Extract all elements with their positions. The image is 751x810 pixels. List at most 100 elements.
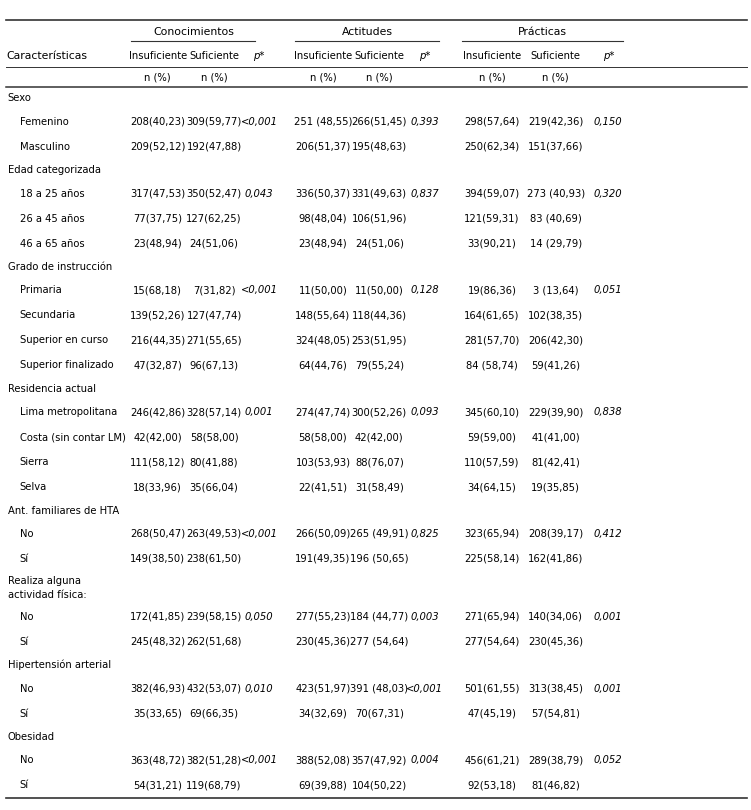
Text: 289(38,79): 289(38,79) — [528, 756, 584, 765]
Text: 172(41,85): 172(41,85) — [130, 612, 185, 622]
Text: 83 (40,69): 83 (40,69) — [530, 214, 581, 224]
Text: 432(53,07): 432(53,07) — [186, 684, 242, 693]
Text: Masculino: Masculino — [20, 142, 70, 151]
Text: 251 (48,55): 251 (48,55) — [294, 117, 352, 127]
Text: 0,051: 0,051 — [594, 285, 623, 296]
Text: 239(58,15): 239(58,15) — [186, 612, 242, 622]
Text: Prácticas: Prácticas — [518, 28, 567, 37]
Text: 59(59,00): 59(59,00) — [467, 433, 517, 442]
Text: 18 a 25 años: 18 a 25 años — [20, 189, 84, 198]
Text: 80(41,88): 80(41,88) — [190, 457, 238, 467]
Text: 313(38,45): 313(38,45) — [528, 684, 584, 693]
Text: 24(51,06): 24(51,06) — [189, 239, 239, 249]
Text: 121(59,31): 121(59,31) — [464, 214, 520, 224]
Text: 271(55,65): 271(55,65) — [186, 335, 242, 345]
Text: Costa (sin contar LM): Costa (sin contar LM) — [20, 433, 125, 442]
Text: 15(68,18): 15(68,18) — [133, 285, 182, 296]
Text: <0,001: <0,001 — [240, 529, 278, 539]
Text: Insuficiente: Insuficiente — [463, 51, 521, 61]
Text: 162(41,86): 162(41,86) — [528, 554, 584, 564]
Text: 140(34,06): 140(34,06) — [528, 612, 584, 622]
Text: Secundaria: Secundaria — [20, 310, 76, 321]
Text: 47(45,19): 47(45,19) — [467, 709, 517, 718]
Text: 363(48,72): 363(48,72) — [130, 756, 185, 765]
Text: 0,010: 0,010 — [245, 684, 273, 693]
Text: <0,001: <0,001 — [406, 684, 443, 693]
Text: 195(48,63): 195(48,63) — [351, 142, 407, 151]
Text: Realiza alguna: Realiza alguna — [8, 576, 80, 586]
Text: 41(41,00): 41(41,00) — [532, 433, 580, 442]
Text: 31(58,49): 31(58,49) — [355, 482, 403, 492]
Text: 0,004: 0,004 — [410, 756, 439, 765]
Text: 394(59,07): 394(59,07) — [464, 189, 520, 198]
Text: 11(50,00): 11(50,00) — [299, 285, 347, 296]
Text: 77(37,75): 77(37,75) — [133, 214, 182, 224]
Text: 208(39,17): 208(39,17) — [528, 529, 584, 539]
Text: 357(47,92): 357(47,92) — [351, 756, 407, 765]
Text: 262(51,68): 262(51,68) — [186, 637, 242, 646]
Text: 69(66,35): 69(66,35) — [189, 709, 239, 718]
Text: 127(47,74): 127(47,74) — [186, 310, 242, 321]
Text: 42(42,00): 42(42,00) — [355, 433, 403, 442]
Text: 0,043: 0,043 — [245, 189, 273, 198]
Text: 456(61,21): 456(61,21) — [464, 756, 520, 765]
Text: 246(42,86): 246(42,86) — [130, 407, 185, 417]
Text: p*: p* — [418, 51, 430, 61]
Text: 84 (58,74): 84 (58,74) — [466, 360, 517, 370]
Text: 391 (48,03): 391 (48,03) — [350, 684, 409, 693]
Text: 34(32,69): 34(32,69) — [299, 709, 347, 718]
Text: Superior finalizado: Superior finalizado — [20, 360, 113, 370]
Text: 382(46,93): 382(46,93) — [130, 684, 185, 693]
Text: Edad categorizada: Edad categorizada — [8, 165, 101, 175]
Text: 309(59,77): 309(59,77) — [186, 117, 242, 127]
Text: 196 (50,65): 196 (50,65) — [350, 554, 409, 564]
Text: 0,050: 0,050 — [245, 612, 273, 622]
Text: 230(45,36): 230(45,36) — [528, 637, 584, 646]
Text: Residencia actual: Residencia actual — [8, 384, 95, 394]
Text: p*: p* — [602, 51, 614, 61]
Text: 92(53,18): 92(53,18) — [467, 780, 517, 791]
Text: 273 (40,93): 273 (40,93) — [526, 189, 585, 198]
Text: 11(50,00): 11(50,00) — [355, 285, 403, 296]
Text: n (%): n (%) — [366, 72, 393, 83]
Text: 19(35,85): 19(35,85) — [531, 482, 581, 492]
Text: Selva: Selva — [20, 482, 47, 492]
Text: Insuficiente: Insuficiente — [128, 51, 187, 61]
Text: 106(51,96): 106(51,96) — [351, 214, 407, 224]
Text: 42(42,00): 42(42,00) — [134, 433, 182, 442]
Text: <0,001: <0,001 — [240, 756, 278, 765]
Text: No: No — [20, 684, 33, 693]
Text: 111(58,12): 111(58,12) — [130, 457, 185, 467]
Text: 103(53,93): 103(53,93) — [295, 457, 351, 467]
Text: 26 a 45 años: 26 a 45 años — [20, 214, 84, 224]
Text: n (%): n (%) — [201, 72, 228, 83]
Text: 0,150: 0,150 — [594, 117, 623, 127]
Text: 0,838: 0,838 — [594, 407, 623, 417]
Text: 238(61,50): 238(61,50) — [186, 554, 242, 564]
Text: 328(57,14): 328(57,14) — [186, 407, 242, 417]
Text: 139(52,26): 139(52,26) — [130, 310, 185, 321]
Text: 98(48,04): 98(48,04) — [299, 214, 347, 224]
Text: 230(45,36): 230(45,36) — [295, 637, 351, 646]
Text: 0,003: 0,003 — [410, 612, 439, 622]
Text: 164(61,65): 164(61,65) — [464, 310, 520, 321]
Text: 0,052: 0,052 — [594, 756, 623, 765]
Text: 0,837: 0,837 — [410, 189, 439, 198]
Text: Primaria: Primaria — [20, 285, 62, 296]
Text: 423(51,97): 423(51,97) — [295, 684, 351, 693]
Text: 104(50,22): 104(50,22) — [351, 780, 407, 791]
Text: Actitudes: Actitudes — [342, 28, 393, 37]
Text: 70(67,31): 70(67,31) — [354, 709, 404, 718]
Text: 23(48,94): 23(48,94) — [134, 239, 182, 249]
Text: 81(46,82): 81(46,82) — [532, 780, 580, 791]
Text: 0,093: 0,093 — [410, 407, 439, 417]
Text: 69(39,88): 69(39,88) — [299, 780, 347, 791]
Text: n (%): n (%) — [309, 72, 336, 83]
Text: 266(50,09): 266(50,09) — [295, 529, 351, 539]
Text: n (%): n (%) — [144, 72, 171, 83]
Text: Obesidad: Obesidad — [8, 732, 55, 742]
Text: 0,128: 0,128 — [410, 285, 439, 296]
Text: 388(52,08): 388(52,08) — [295, 756, 351, 765]
Text: 54(31,21): 54(31,21) — [133, 780, 182, 791]
Text: 0,412: 0,412 — [594, 529, 623, 539]
